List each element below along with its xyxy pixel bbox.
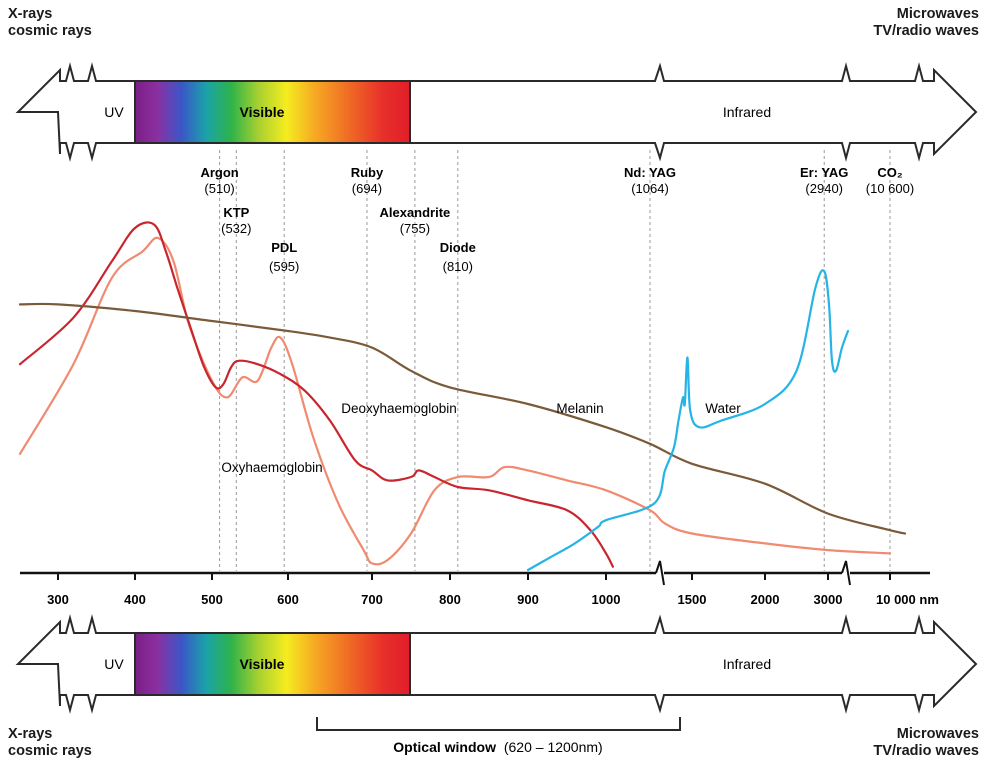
- co-laser-wavelength: (10 600): [866, 181, 914, 196]
- top-right-label-line1: Microwaves: [896, 6, 979, 22]
- x-tick-label-10-000-nm: 10 000 nm: [876, 592, 939, 607]
- bottom-left-label-line1: X-rays: [8, 726, 53, 742]
- laser-lines: [219, 150, 891, 571]
- x-ticks: 300 400 500 600 700 800 900 1000 1500 2000 3000 10 …: [47, 573, 939, 607]
- ruby-laser-name: Ruby: [351, 165, 384, 180]
- bottom-left-label: X-rays cosmic rays: [8, 726, 92, 760]
- top-infrared-label: Infrared: [723, 104, 771, 120]
- bottom-visible-label: Visible: [240, 656, 285, 672]
- x-tick-label-500: 500: [201, 592, 223, 607]
- optical-window: Optical window (620 – 1200nm): [316, 717, 681, 755]
- ruby-laser-wavelength: (694): [352, 181, 382, 196]
- x-tick-label-700: 700: [361, 592, 383, 607]
- argon-laser-name: Argon: [200, 165, 238, 180]
- curve-labels: Oxyhaemoglobin Deoxyhaemoglobin Melanin Wat…: [221, 401, 741, 475]
- bottom-uv-label: UV: [104, 656, 124, 672]
- bottom-left-label-line2: cosmic rays: [8, 743, 92, 759]
- bottom-right-label-line1: Microwaves: [896, 726, 979, 742]
- x-axis: 300 400 500 600 700 800 900 1000 1500 2000 3000 10 …: [20, 560, 939, 607]
- argon-laser-wavelength: (510): [204, 181, 234, 196]
- bottom-right-label: Microwaves TV/radio waves: [873, 726, 979, 760]
- diode-laser-name: Diode: [440, 240, 476, 255]
- x-tick-label-300: 300: [47, 592, 69, 607]
- pdl-laser-wavelength: (595): [269, 259, 299, 274]
- x-tick-label-800: 800: [439, 592, 461, 607]
- top-right-label-line2: TV/radio waves: [873, 23, 979, 39]
- optical-window-bracket: [316, 717, 681, 731]
- nd-yag-laser-name: Nd: YAG: [624, 165, 676, 180]
- bottom-infrared-label: Infrared: [723, 656, 771, 672]
- water-curve: [526, 269, 850, 572]
- top-left-label-line1: X-rays: [8, 6, 53, 22]
- bottom-spectrum-band: UV Visible Infrared: [15, 614, 978, 714]
- top-right-label: Microwaves TV/radio waves: [873, 6, 979, 40]
- alexandrite-laser-wavelength: (755): [400, 221, 430, 236]
- x-tick-label-3000: 3000: [814, 592, 843, 607]
- optical-window-range: (620 – 1200nm): [504, 739, 603, 755]
- oxyhaemoglobin-curve: [18, 236, 892, 566]
- x-tick-label-1000: 1000: [592, 592, 621, 607]
- top-left-label-line2: cosmic rays: [8, 23, 92, 39]
- absorption-curves: [18, 221, 907, 572]
- top-uv-label: UV: [104, 104, 124, 120]
- er-yag-laser-name: Er: YAG: [800, 165, 848, 180]
- x-tick-label-2000: 2000: [751, 592, 780, 607]
- optical-window-caption: Optical window (620 – 1200nm): [393, 739, 602, 755]
- laser-labels: Argon(510) KTP(532) PDL (595) Ruby(694) Alexa…: [200, 165, 914, 274]
- x-tick-label-400: 400: [124, 592, 146, 607]
- oxyhaemoglobin-label: Oxyhaemoglobin: [221, 460, 322, 475]
- alexandrite-laser-name: Alexandrite: [379, 205, 450, 220]
- ktp-laser-wavelength: (532): [221, 221, 251, 236]
- optical-window-label: Optical window: [393, 739, 496, 755]
- top-visible-gradient: [134, 80, 411, 144]
- nd-yag-laser-wavelength: (1064): [631, 181, 669, 196]
- top-spectrum-band: UV Visible Infrared: [15, 62, 978, 162]
- diode-laser-wavelength: (810): [443, 259, 473, 274]
- bottom-right-label-line2: TV/radio waves: [873, 743, 979, 759]
- er-yag-laser-wavelength: (2940): [805, 181, 843, 196]
- x-tick-label-1500: 1500: [678, 592, 707, 607]
- top-left-label: X-rays cosmic rays: [8, 6, 92, 40]
- deoxyhaemoglobin-label: Deoxyhaemoglobin: [341, 401, 457, 416]
- top-visible-label: Visible: [240, 104, 285, 120]
- melanin-label: Melanin: [556, 401, 603, 416]
- water-label: Water: [705, 401, 741, 416]
- x-axis-break-2: [841, 560, 851, 586]
- co-laser-name: CO₂: [877, 165, 903, 180]
- deoxyhaemoglobin-curve: [18, 221, 614, 568]
- x-tick-label-600: 600: [277, 592, 299, 607]
- bottom-visible-gradient: [134, 632, 411, 696]
- x-axis-break-1: [655, 560, 665, 586]
- x-tick-label-900: 900: [517, 592, 539, 607]
- ktp-laser-name: KTP: [223, 205, 249, 220]
- melanin-curve: [18, 302, 907, 535]
- pdl-laser-name: PDL: [271, 240, 297, 255]
